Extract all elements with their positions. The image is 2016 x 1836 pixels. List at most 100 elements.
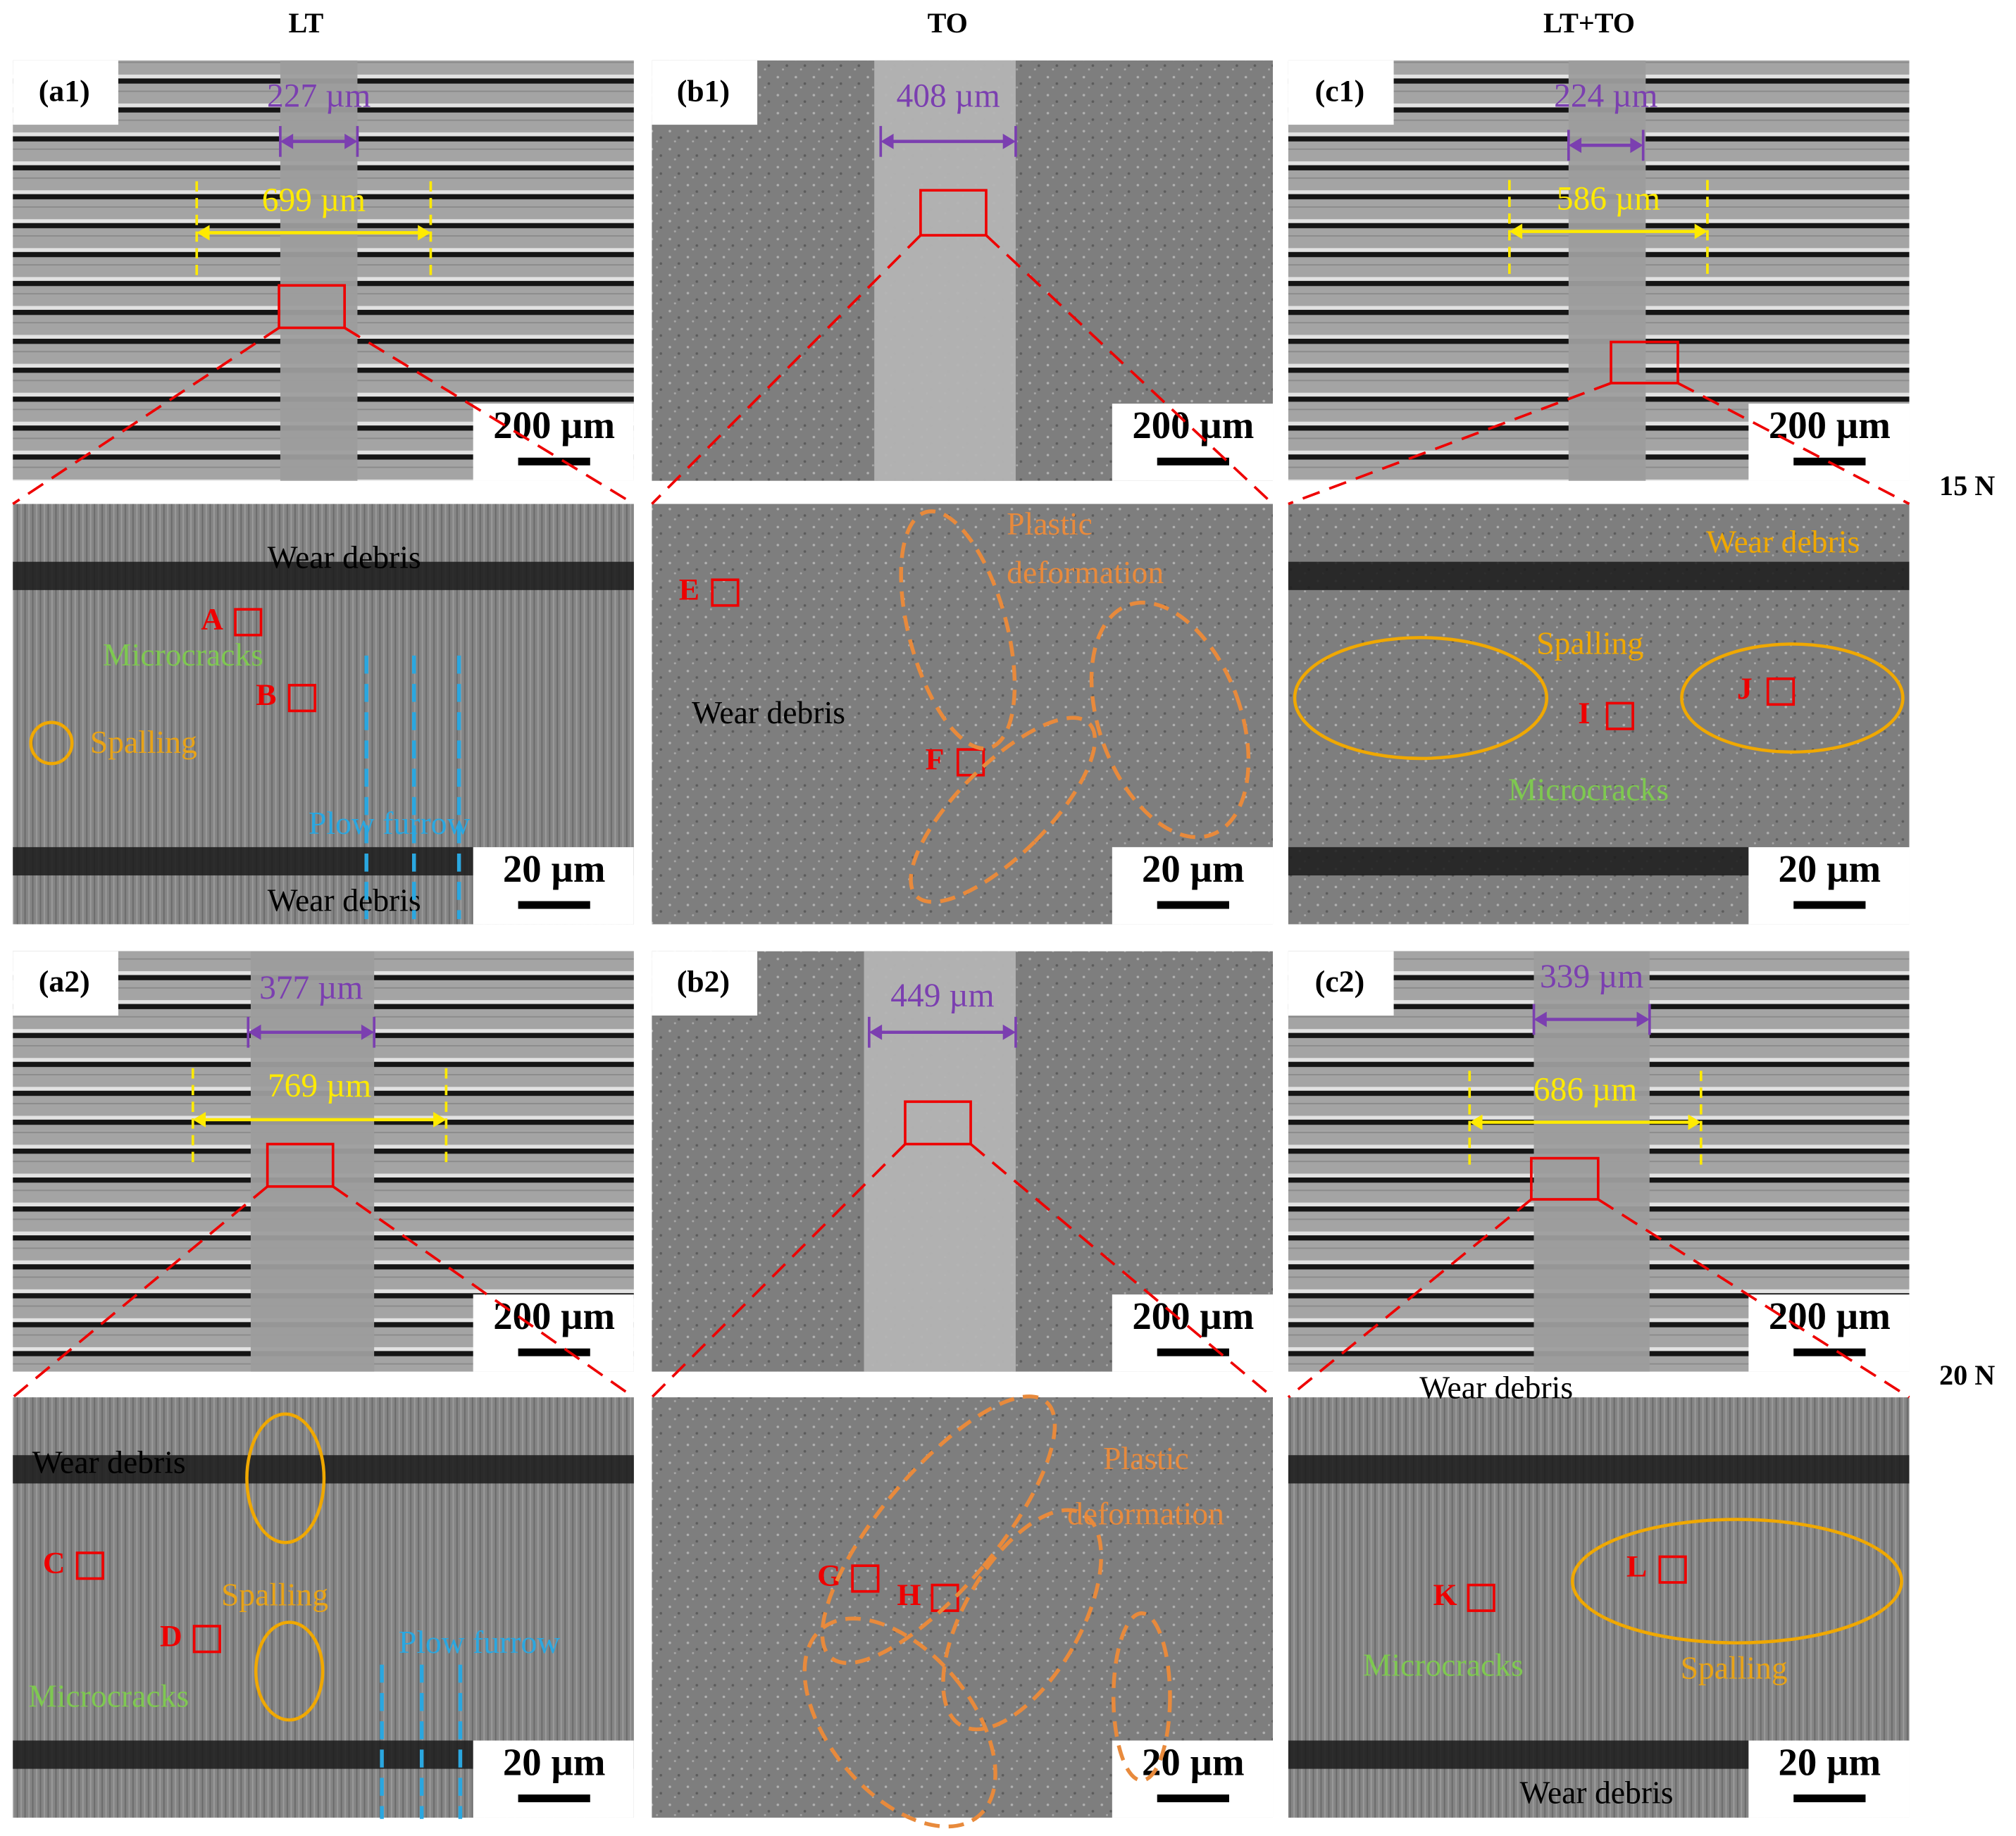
point-box [234, 608, 263, 637]
spalling-ellipse [1571, 1518, 1903, 1645]
deformation-ellipse [941, 1508, 1103, 1732]
zoom-box [278, 284, 346, 330]
point-label: D [160, 1619, 182, 1653]
scale-bar-box [1112, 404, 1274, 481]
point-label: B [256, 678, 276, 712]
point-label: K [1433, 1578, 1457, 1612]
point-label: E [679, 573, 699, 607]
point-box [851, 1564, 880, 1593]
crack-band [1288, 1455, 1910, 1484]
scale-bar-label: 200 µm [1769, 404, 1891, 446]
annotation: Plastic [1103, 1440, 1189, 1476]
width-label: 769 µm [268, 1068, 371, 1104]
point-label: I [1578, 697, 1590, 730]
annotation: Wear debris [1706, 523, 1860, 559]
point-box [287, 684, 317, 713]
wear-track [280, 60, 358, 481]
panel-label: (b2) [677, 965, 730, 999]
zoom-line [332, 1185, 635, 1399]
arrow-head [1533, 1011, 1650, 1028]
scale-bar-label: 20 µm [1142, 1741, 1245, 1784]
column-header: LT+TO [1543, 7, 1635, 39]
width-label: 699 µm [262, 182, 366, 218]
scale-bar [518, 901, 590, 909]
scale-bar [1157, 457, 1229, 466]
scale-bar-box [1748, 847, 1910, 925]
point-label: F [926, 742, 945, 776]
point-label: A [201, 603, 223, 637]
scale-bar [1157, 901, 1229, 909]
scale-bar-label: 200 µm [493, 404, 615, 446]
scale-bar-box [473, 1740, 634, 1818]
spalling-ellipse [254, 1620, 325, 1722]
spalling-ellipse [245, 1412, 326, 1544]
panel-label-box [652, 60, 758, 125]
annotation: Wear debris [268, 882, 421, 918]
spalling-ellipse [29, 720, 74, 766]
wear-track [864, 951, 1016, 1372]
scale-bar-box [1748, 404, 1910, 481]
panel-label: (b1) [677, 74, 730, 108]
scale-bar-box [1112, 847, 1274, 925]
point-box [1605, 701, 1634, 730]
zoom-box [919, 189, 988, 237]
point-label: H [897, 1578, 921, 1612]
wear-track [1533, 951, 1650, 1372]
annotation: Spalling [1681, 1649, 1788, 1685]
annotation: Microcracks [1363, 1647, 1524, 1683]
load-label: 20 N [1939, 1359, 1995, 1391]
scale-bar-box [1112, 1294, 1274, 1372]
scale-bar-label: 20 µm [1779, 1741, 1881, 1784]
panel-label: (c1) [1315, 74, 1365, 108]
zoom-box [1610, 340, 1679, 385]
scale-bar-label: 200 µm [493, 1294, 615, 1337]
point-box [956, 748, 985, 777]
annotation: Wear debris [32, 1444, 186, 1480]
annotation: Plastic [1007, 506, 1093, 542]
annotation: Wear debris [268, 539, 421, 575]
deformation-ellipse [1111, 1611, 1172, 1782]
width-label: 224 µm [1554, 77, 1657, 114]
annotation: deformation [1067, 1495, 1224, 1531]
point-box [711, 578, 740, 607]
width-label: 408 µm [897, 77, 1000, 114]
zoom-line [651, 1143, 907, 1399]
scale-bar [1793, 1348, 1866, 1356]
deformation-ellipse [899, 509, 1017, 751]
point-label: J [1737, 672, 1753, 706]
point-box [1766, 677, 1796, 706]
scale-bar-box [473, 1294, 634, 1372]
wear-track [1568, 60, 1646, 481]
width-label: 449 µm [890, 978, 994, 1014]
crack-band [13, 561, 634, 590]
annotation: Wear debris [1519, 1774, 1673, 1810]
point-box [192, 1625, 221, 1654]
zoom-line [1677, 382, 1910, 506]
arrow-head [248, 1024, 375, 1040]
scale-bar-box [473, 404, 634, 481]
scale-bar [518, 1348, 590, 1356]
width-label: 377 µm [259, 970, 363, 1006]
scale-bar [1157, 1348, 1229, 1356]
scale-bar-label: 200 µm [1769, 1294, 1891, 1337]
point-box [931, 1583, 959, 1612]
zoom-line [1287, 1198, 1533, 1399]
deformation-ellipse [909, 716, 1097, 904]
zoom-box [904, 1100, 972, 1146]
annotation: Spalling [90, 724, 197, 760]
scale-bar [518, 457, 590, 466]
scale-bar [1793, 1794, 1866, 1803]
zoom-line [1288, 382, 1612, 506]
column-header: TO [928, 7, 968, 39]
scale-bar [518, 1794, 590, 1803]
point-box [1658, 1555, 1687, 1584]
scale-bar-label: 200 µm [1132, 404, 1254, 446]
scale-bar [1157, 1794, 1229, 1803]
point-label: L [1626, 1550, 1647, 1584]
panel-label-box [13, 951, 118, 1016]
zoom-box [1530, 1156, 1600, 1201]
annotation: Plow furrow [309, 805, 470, 841]
deformation-ellipse [802, 1616, 997, 1829]
scale-bar-box [1112, 1740, 1274, 1818]
